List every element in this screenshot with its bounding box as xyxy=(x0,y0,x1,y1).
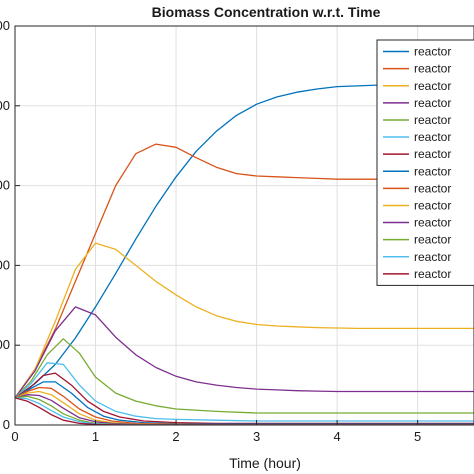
legend-entry-14: reactor xyxy=(414,267,451,281)
legend-entry-1: reactor xyxy=(414,45,451,59)
legend-entry-6: reactor xyxy=(414,130,451,144)
legend-entry-7: reactor xyxy=(414,147,451,161)
series-line-4 xyxy=(14,306,474,399)
x-axis-label: Time (hour) xyxy=(229,455,301,471)
legend-entry-12: reactor xyxy=(414,233,451,247)
y-tick-label-5: 500 xyxy=(0,18,10,33)
chart-title: Biomass Concentration w.r.t. Time xyxy=(152,4,381,20)
legend-entry-5: reactor xyxy=(414,113,451,127)
x-tick-label-3: 3 xyxy=(253,429,260,444)
x-tick-label-1: 1 xyxy=(92,429,99,444)
legend-entry-4: reactor xyxy=(414,96,451,110)
legend: reactor reactor reactor reactor reactor react… xyxy=(376,39,474,286)
x-tick-label-4: 4 xyxy=(333,429,340,444)
legend-box xyxy=(376,39,474,286)
x-tick-label-5: 5 xyxy=(414,429,421,444)
legend-entry-13: reactor xyxy=(414,250,451,264)
y-tick-label-3: 300 xyxy=(0,178,10,193)
y-tick-label-0: 0 xyxy=(3,417,10,432)
series-line-6 xyxy=(14,362,474,422)
legend-entry-9: reactor xyxy=(414,181,451,195)
axis-ticks: 0 1 2 3 4 5 0 100 200 300 400 500 xyxy=(0,18,421,444)
legend-entry-11: reactor xyxy=(414,216,451,230)
legend-entry-8: reactor xyxy=(414,164,451,178)
y-tick-label-4: 400 xyxy=(0,98,10,113)
series-line-5 xyxy=(14,338,474,414)
legend-entry-10: reactor xyxy=(414,198,451,212)
series-line-3 xyxy=(14,242,474,399)
y-tick-label-1: 100 xyxy=(0,337,10,352)
x-tick-label-0: 0 xyxy=(11,429,18,444)
y-tick-label-2: 200 xyxy=(0,257,10,272)
legend-entry-2: reactor xyxy=(414,62,451,76)
plot-frame xyxy=(14,25,474,426)
x-tick-label-2: 2 xyxy=(172,429,179,444)
legend-entry-3: reactor xyxy=(414,79,451,93)
series-line-7 xyxy=(14,372,474,425)
